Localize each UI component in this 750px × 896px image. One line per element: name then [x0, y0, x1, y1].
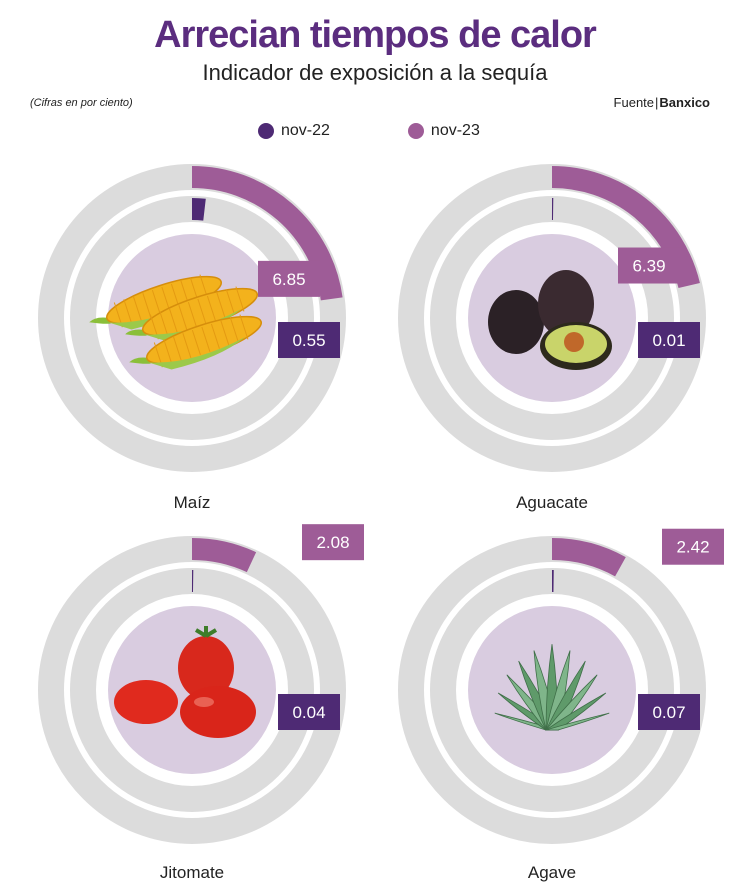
- category-label: Maíz: [174, 493, 211, 512]
- donut-aguacate: 6.39 0.01 Aguacate: [398, 164, 706, 512]
- agave-leaf: [545, 712, 610, 731]
- corn-kernel-row: [197, 298, 207, 324]
- value-label-nov23: 2.08: [316, 533, 349, 552]
- corn-husk: [125, 329, 147, 336]
- corn-cob: [129, 314, 263, 370]
- legend-swatch-nov23: [407, 123, 424, 139]
- corn-kernel-row: [206, 295, 216, 321]
- arc-nov22: [191, 197, 206, 221]
- category-label: Jitomate: [160, 863, 224, 882]
- value-label-nov22: 0.55: [292, 331, 325, 350]
- corn-kernel-row: [172, 336, 182, 362]
- corn-icon: [89, 274, 263, 370]
- label-box-nov22: [278, 694, 340, 730]
- value-label-nov23: 6.39: [632, 257, 665, 276]
- label-box-nov23: [618, 247, 680, 284]
- corn-kernel-row: [159, 311, 169, 337]
- tomato-left: [114, 680, 178, 724]
- corn-kernel-row: [178, 305, 188, 331]
- avocado-whole-right: [538, 270, 594, 338]
- corn-kernel-row: [182, 333, 192, 359]
- corn-kernel-row: [163, 339, 173, 365]
- units-note: (Cifras en por ciento): [30, 97, 133, 109]
- value-label-nov23: 6.85: [272, 270, 305, 289]
- value-label-nov23: 2.42: [676, 538, 709, 557]
- legend-label-nov22: nov-22: [281, 122, 330, 139]
- category-label: Aguacate: [516, 493, 588, 512]
- corn-kernel-row: [235, 286, 245, 312]
- corn-kernel-row: [142, 293, 152, 319]
- corn-cob: [125, 286, 259, 342]
- chart-subtitle: Indicador de exposición a la sequía: [202, 60, 548, 85]
- legend-swatch-nov22: [258, 123, 274, 139]
- arc-nov23: [551, 166, 700, 289]
- corn-kernel-row: [168, 308, 178, 334]
- label-box-nov22: [638, 694, 700, 730]
- corn-kernel-row: [187, 301, 197, 327]
- tomato-stem: [194, 626, 218, 638]
- arc-nov23: [191, 166, 343, 301]
- value-label-nov22: 0.01: [652, 331, 685, 350]
- corn-kernel-row: [123, 299, 133, 325]
- source-separator: |: [655, 95, 659, 110]
- corn-kernel-row: [201, 326, 211, 352]
- legend-item-nov22: nov-22: [258, 122, 330, 140]
- legend-item-nov23: nov-23: [407, 122, 480, 140]
- category-label: Agave: [528, 863, 576, 882]
- agave-icon: [494, 644, 610, 731]
- label-box-nov22: [638, 322, 700, 358]
- label-box-nov22: [278, 322, 340, 358]
- corn-kernel-row: [220, 320, 230, 346]
- arc-nov23: [551, 538, 626, 577]
- donut-agave: 2.42 0.07 Agave: [398, 528, 724, 882]
- avocado-seed: [564, 332, 584, 352]
- value-label-nov22: 0.04: [292, 703, 325, 722]
- chart-title: Arrecian tiempos de calor: [154, 14, 597, 56]
- tomato-front: [180, 686, 256, 738]
- corn-kernel-row: [239, 314, 249, 340]
- corn-kernel-row: [229, 317, 239, 343]
- label-box-nov23: [662, 528, 724, 565]
- source-label: Fuente: [613, 95, 655, 110]
- value-label-nov22: 0.07: [652, 703, 685, 722]
- agave-leaf: [544, 692, 607, 731]
- corn-kernel-row: [216, 292, 226, 318]
- avocado-icon: [488, 270, 612, 370]
- legend: nov-22 nov-23: [258, 122, 550, 140]
- avocado-whole-left: [488, 290, 544, 354]
- arc-nov23: [191, 538, 257, 573]
- label-box-nov23: [258, 260, 320, 297]
- label-box-nov23: [302, 524, 364, 561]
- corn-husk: [129, 357, 151, 364]
- corn-kernel-row: [132, 296, 142, 322]
- tomato-icon: [114, 626, 256, 738]
- corn-kernel-row: [210, 323, 220, 349]
- corn-kernel-row: [225, 289, 235, 315]
- donut-jitomate: 2.08 0.04 Jitomate: [38, 524, 364, 882]
- corn-kernel-row: [191, 329, 201, 355]
- source-credit: Fuente|Banxico: [614, 95, 710, 110]
- corn-kernel-row: [151, 289, 161, 315]
- tomato-back: [178, 636, 234, 700]
- source-name: Banxico: [659, 95, 710, 110]
- tomato-shine: [194, 697, 214, 707]
- legend-label-nov23: nov-23: [430, 122, 480, 139]
- donut-maz: 6.85 0.55 Maíz: [38, 164, 346, 512]
- corn-husk: [89, 317, 111, 324]
